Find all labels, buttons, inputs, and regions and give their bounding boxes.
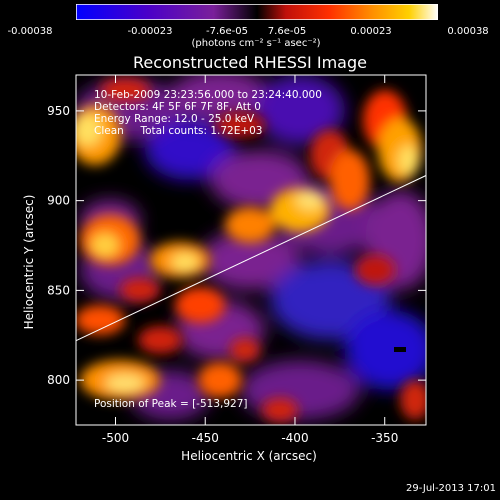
x-tick-label: -350	[371, 431, 398, 445]
clean-counts-text: Clean Total counts: 1.72E+03	[94, 125, 263, 137]
chart-title: Reconstructed RHESSI Image	[133, 53, 367, 72]
peak-position-text: Position of Peak = [-513,927]	[94, 398, 248, 410]
time-range-text: 10-Feb-2009 23:23:56.000 to 23:24:40.000	[94, 89, 322, 101]
y-tick-label: 850	[47, 283, 70, 297]
y-tick-label: 950	[47, 104, 70, 118]
heatmap-image	[76, 75, 426, 425]
x-tick-label: -400	[281, 431, 308, 445]
y-tick-label: 900	[47, 194, 70, 208]
colorbar-tick-label: 7.6e-05	[267, 26, 307, 37]
energy-range-text: Energy Range: 12.0 - 25.0 keV	[94, 113, 255, 125]
colorbar-tick-label: -7.6e-05	[206, 26, 248, 37]
colorbar-unit-label: (photons cm⁻² s⁻¹ asec⁻²)	[191, 38, 321, 49]
colorbar-tick-label: -0.00038	[7, 26, 53, 37]
plot-frame	[75, 74, 427, 426]
x-tick-label: -500	[102, 431, 129, 445]
x-axis-label: Heliocentric X (arcsec)	[181, 449, 317, 463]
x-tick-label: -450	[192, 431, 219, 445]
limb-line	[76, 175, 426, 342]
y-axis-label: Heliocentric Y (arcsec)	[22, 194, 36, 330]
y-tick-label: 800	[47, 373, 70, 387]
colorbar-tick-label: 0.00023	[350, 26, 392, 37]
y-axis: 800 850 900 950	[47, 104, 426, 387]
detectors-text: Detectors: 4F 5F 6F 7F 8F, Att 0	[94, 101, 261, 113]
colorbar	[76, 4, 438, 20]
timestamp: 29-Jul-2013 17:01	[405, 483, 496, 494]
x-axis: -500 -450 -400 -350	[102, 75, 398, 445]
colorbar-tick-label: -0.00023	[127, 26, 173, 37]
colorbar-tick-label: 0.00038	[447, 26, 489, 37]
